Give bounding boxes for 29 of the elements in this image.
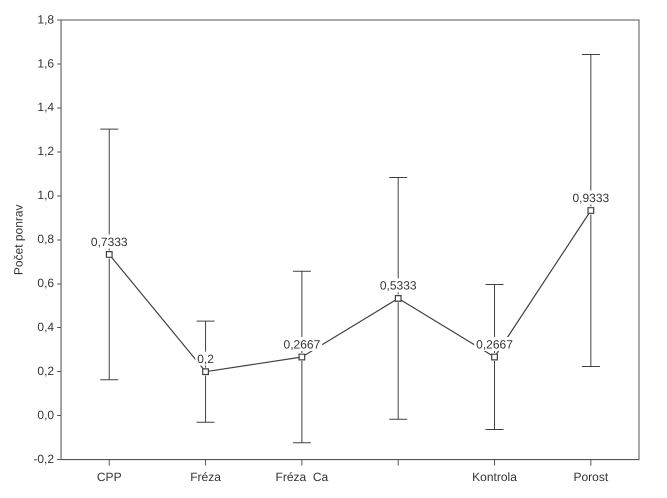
y-tick-label: -0,2 xyxy=(33,452,54,466)
data-label: 0,9333 xyxy=(572,190,610,205)
point xyxy=(106,251,113,258)
y-tick-label: 1,0 xyxy=(37,188,54,202)
data-label: 0,2667 xyxy=(284,337,321,352)
y-tick-label: 1,4 xyxy=(37,100,54,114)
y-tick-label: 0,6 xyxy=(37,276,54,290)
y-tick-label: 1,8 xyxy=(37,12,54,26)
y-tick-label: 0,8 xyxy=(37,232,54,246)
x-tick-label: Porost xyxy=(573,470,609,484)
y-tick-label: 1,6 xyxy=(37,56,54,70)
y-tick-label: 0,4 xyxy=(37,320,54,334)
point xyxy=(587,207,594,214)
point xyxy=(298,354,306,360)
point xyxy=(394,294,402,302)
y-axis-title: Počet ponrav xyxy=(12,204,26,276)
point xyxy=(202,368,209,376)
y-tick-label: 0,0 xyxy=(37,408,54,422)
data-label: 0,2 xyxy=(197,352,214,366)
y-tick-label: 0,2 xyxy=(37,364,54,378)
x-tick-label: CPP xyxy=(96,470,122,484)
x-tick-label: Kontrola xyxy=(472,470,518,484)
y-tick-label: 1,2 xyxy=(37,144,54,158)
data-label: 0,5333 xyxy=(380,278,417,293)
point xyxy=(491,354,498,360)
x-tick-label: Fréza Ca xyxy=(276,470,329,484)
x-tick-label: Fréza xyxy=(190,470,222,484)
data-label: 0,7333 xyxy=(90,234,128,249)
data-label: 0,2667 xyxy=(476,337,514,352)
